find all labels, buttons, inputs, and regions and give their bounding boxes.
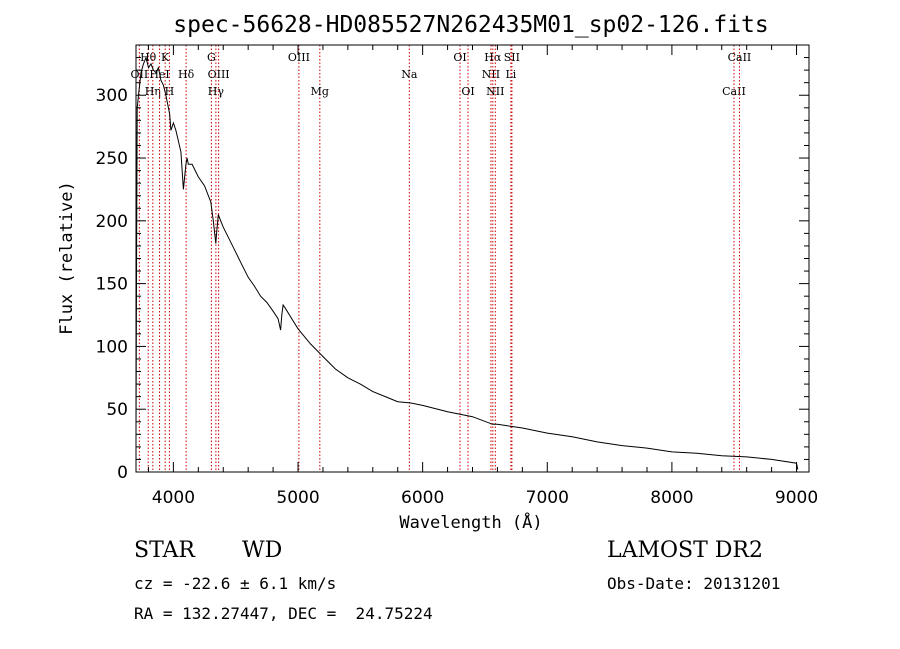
x-axis-label: Wavelength (Å) [399, 511, 542, 533]
x-axis: 4000 5000 6000 7000 8000 9000 [147, 45, 818, 508]
line-marker-label-13: OI [453, 51, 466, 64]
y-tick-label: 100 [96, 337, 128, 357]
y-tick-label: 150 [96, 275, 128, 295]
x-tick-label: 4000 [152, 488, 195, 508]
spectrum-line [135, 55, 799, 470]
line-marker-label-19: Li [505, 68, 516, 81]
line-marker-label-10: OIII [288, 51, 310, 64]
survey-name: LAMOST DR2 [607, 538, 763, 563]
y-axis: 0 50 100 150 200 250 300 [96, 57, 809, 483]
line-marker-label-0: OII [131, 68, 149, 81]
line-marker-label-18: SII [504, 51, 520, 64]
coordinates: RA = 132.27447, DEC = 24.75224 [134, 604, 433, 623]
redshift-text: cz = -22.6 ± 6.1 km/s [134, 574, 337, 593]
obs-date: Obs-Date: 20131201 [607, 574, 781, 593]
x-tick-label: 8000 [650, 488, 693, 508]
line-marker-label-7: G [207, 51, 216, 64]
x-tick-label: 6000 [401, 488, 444, 508]
line-marker-label-21: CaII [728, 51, 752, 64]
line-marker-label-4: K [161, 51, 170, 64]
spectrum-series-0 [135, 55, 799, 470]
x-tick-label: 7000 [526, 488, 569, 508]
y-tick-label: 250 [96, 149, 128, 169]
y-axis-label: Flux (relative) [57, 181, 77, 335]
object-class: STAR [134, 538, 195, 563]
x-tick-label: 5000 [276, 488, 319, 508]
y-tick-label: 0 [117, 463, 128, 483]
line-marker-label-1: Hθ [140, 51, 157, 64]
line-marker-label-15: NII [482, 68, 500, 81]
plot-frame [135, 44, 810, 473]
line-marker-label-12: Na [401, 68, 418, 81]
x-tick-label: 9000 [775, 488, 818, 508]
y-tick-label: 300 [96, 86, 128, 106]
line-marker-label-5: H [165, 85, 175, 98]
line-marker-label-14: OI [461, 85, 474, 98]
line-marker-label-8: Hγ [208, 85, 225, 98]
line-marker-label-9: OIII [208, 68, 230, 81]
line-markers: OIIHθHηHeIKHHδGHγOIIIOIIIMgNaOIOINIIHαNI… [131, 45, 752, 472]
line-marker-label-20: CaII [722, 85, 746, 98]
line-marker-label-6: Hδ [178, 68, 195, 81]
line-marker-label-2: Hη [145, 85, 161, 98]
object-subclass: WD [242, 538, 283, 563]
y-tick-label: 200 [96, 212, 128, 232]
y-tick-label: 50 [106, 400, 128, 420]
line-marker-label-16: Hα [484, 51, 502, 64]
line-marker-label-17: NII [486, 85, 504, 98]
line-marker-label-11: Mg [311, 85, 329, 98]
chart-title: spec-56628-HD085527N262435M01_sp02-126.f… [173, 12, 768, 38]
